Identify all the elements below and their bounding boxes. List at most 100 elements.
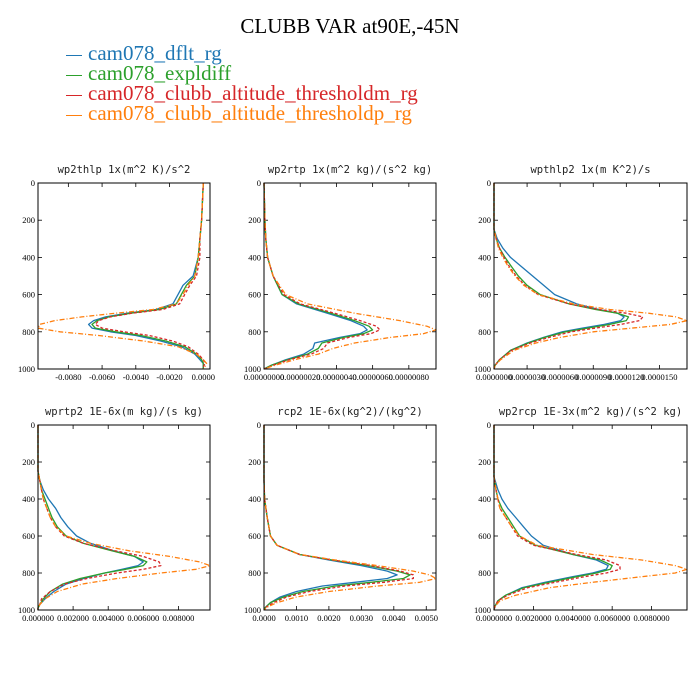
y-tick-label: 600 [22,290,35,300]
y-tick-label: 0 [31,420,35,430]
x-tick-label: -0.0040 [123,372,149,382]
plot-frame [37,424,211,611]
x-tick-label: 0.00000000 [244,372,284,382]
x-tick-label: 0.008000 [162,613,194,623]
plot-frame [493,182,688,370]
y-tick-label: 200 [478,457,491,467]
legend-label: cam078_clubb_altitude_thresholdp_rg [88,101,412,125]
legend-swatch-thresholdp [66,114,82,116]
plot-frame [493,424,688,611]
x-tick-label: 0.0010 [285,613,308,623]
legend-item: cam078_clubb_altitude_thresholdp_rg [66,102,412,124]
y-tick-label: 0 [257,178,261,188]
chart-title: wp2rtp 1x(m^2 kg)/(s^2 kg) [268,164,432,176]
legend-item: cam078_dflt_rg [66,42,222,64]
y-tick-label: 1000 [474,605,491,615]
y-tick-label: 0 [487,178,491,188]
series-line [493,183,625,370]
x-tick-label: 0.0080000 [633,613,669,623]
chart-title: wp2rcp 1E-3x(m^2 kg)/(s^2 kg) [499,406,682,418]
x-tick-label: -0.0060 [89,372,115,382]
plot-frame [37,182,211,370]
y-tick-label: 0 [487,420,491,430]
y-tick-label: 200 [22,215,35,225]
chart-panel: wp2rcp 1E-3x(m^2 kg)/(s^2 kg) 0 200 400 600 8… [474,406,688,623]
chart-panel: rcp2 1E-6x(kg^2)/(kg^2) 0 200 400 600 800 1000… [244,406,438,623]
chart-title: wpthlp2 1x(m K^2)/s [530,164,650,176]
x-tick-label: 0.002000 [57,613,89,623]
legend-item: cam078_expldiff [66,62,231,84]
series-line [87,182,204,369]
legend-swatch-dflt [66,54,82,56]
x-tick-label: 0.0000120 [608,372,644,382]
legend-label: cam078_clubb_altitude_thresholdm_rg [88,81,418,105]
series-line [91,182,204,369]
legend-label: cam078_dflt_rg [88,41,222,65]
figure-title: CLUBB VAR at90E,-45N [240,14,460,38]
chart-panel: wp2rtp 1x(m^2 kg)/(s^2 kg) 0 200 400 600 800 1… [244,164,437,382]
series-line [37,425,211,610]
x-tick-label: 0.0040 [382,613,405,623]
series-line [94,182,206,369]
series-line [37,425,162,610]
x-tick-label: 0.00000020 [280,372,320,382]
chart-panel: wpthlp2 1x(m K^2)/s020040060080010000.00… [474,164,688,382]
legend-item: cam078_clubb_altitude_thresholdm_rg [66,82,418,104]
series-line [493,183,644,370]
series-line [37,182,208,370]
x-tick-label: 0.0030 [350,613,373,623]
y-tick-label: 600 [478,531,491,541]
y-tick-label: 1000 [244,605,261,615]
y-tick-label: 400 [478,494,491,504]
y-tick-label: 400 [478,252,491,262]
y-tick-label: 400 [22,494,35,504]
chart-title: rcp2 1E-6x(kg^2)/(kg^2) [277,406,422,418]
x-tick-label: 0.0000000 [476,613,512,623]
y-tick-label: 800 [478,327,491,337]
y-tick-label: 800 [478,568,491,578]
x-tick-label: 0.0040000 [555,613,591,623]
series-line [263,425,437,611]
x-tick-label: 0.006000 [127,613,159,623]
y-tick-label: 200 [478,215,491,225]
chart-title: wprtp2 1E-6x(m kg)/(s kg) [45,406,203,418]
y-tick-label: 1000 [474,364,491,374]
y-tick-label: 0 [31,178,35,188]
series-line [263,425,414,611]
chart-panel: wprtp2 1E-6x(m kg)/(s kg) 0 200 400 600 800 10… [18,406,211,623]
series-line [263,425,398,611]
x-tick-label: 0.00000060 [352,372,392,382]
x-tick-label: 0.0000150 [641,372,677,382]
y-tick-label: 1000 [18,605,35,615]
series-line [493,183,688,370]
chart-title: wp2thlp 1x(m^2 K)/s^2 [58,164,191,176]
chart-panel: wp2thlp 1x(m^2 K)/s^2 0 200 400 600 800 1000 -0… [18,164,215,382]
x-tick-label: 0.0020000 [515,613,551,623]
x-tick-label: 0.0000 [252,613,275,623]
y-tick-label: 600 [248,290,261,300]
series-line [263,182,374,370]
x-tick-label: 0.0060000 [594,613,630,623]
y-tick-label: 600 [248,531,261,541]
y-tick-label: 1000 [18,364,35,374]
y-tick-label: 800 [248,327,261,337]
x-tick-label: 0.00000080 [389,372,429,382]
y-tick-label: 1000 [244,364,261,374]
series-line [493,425,621,611]
x-tick-label: 0.0000000 [476,372,512,382]
x-tick-label: 0.0000090 [575,372,611,382]
y-tick-label: 800 [22,327,35,337]
x-tick-label: 0.0050 [415,613,438,623]
series-line [263,182,368,370]
y-tick-label: 600 [22,531,35,541]
x-tick-label: 0.0020 [317,613,340,623]
legend-swatch-thresholdm [66,94,82,96]
x-tick-label: 0.000000 [22,613,54,623]
plot-frame [263,424,437,611]
x-tick-label: 0.0000060 [542,372,578,382]
series-line [493,425,688,611]
series-line [493,183,630,370]
y-tick-label: 400 [248,252,261,262]
x-tick-label: 0.004000 [92,613,124,623]
